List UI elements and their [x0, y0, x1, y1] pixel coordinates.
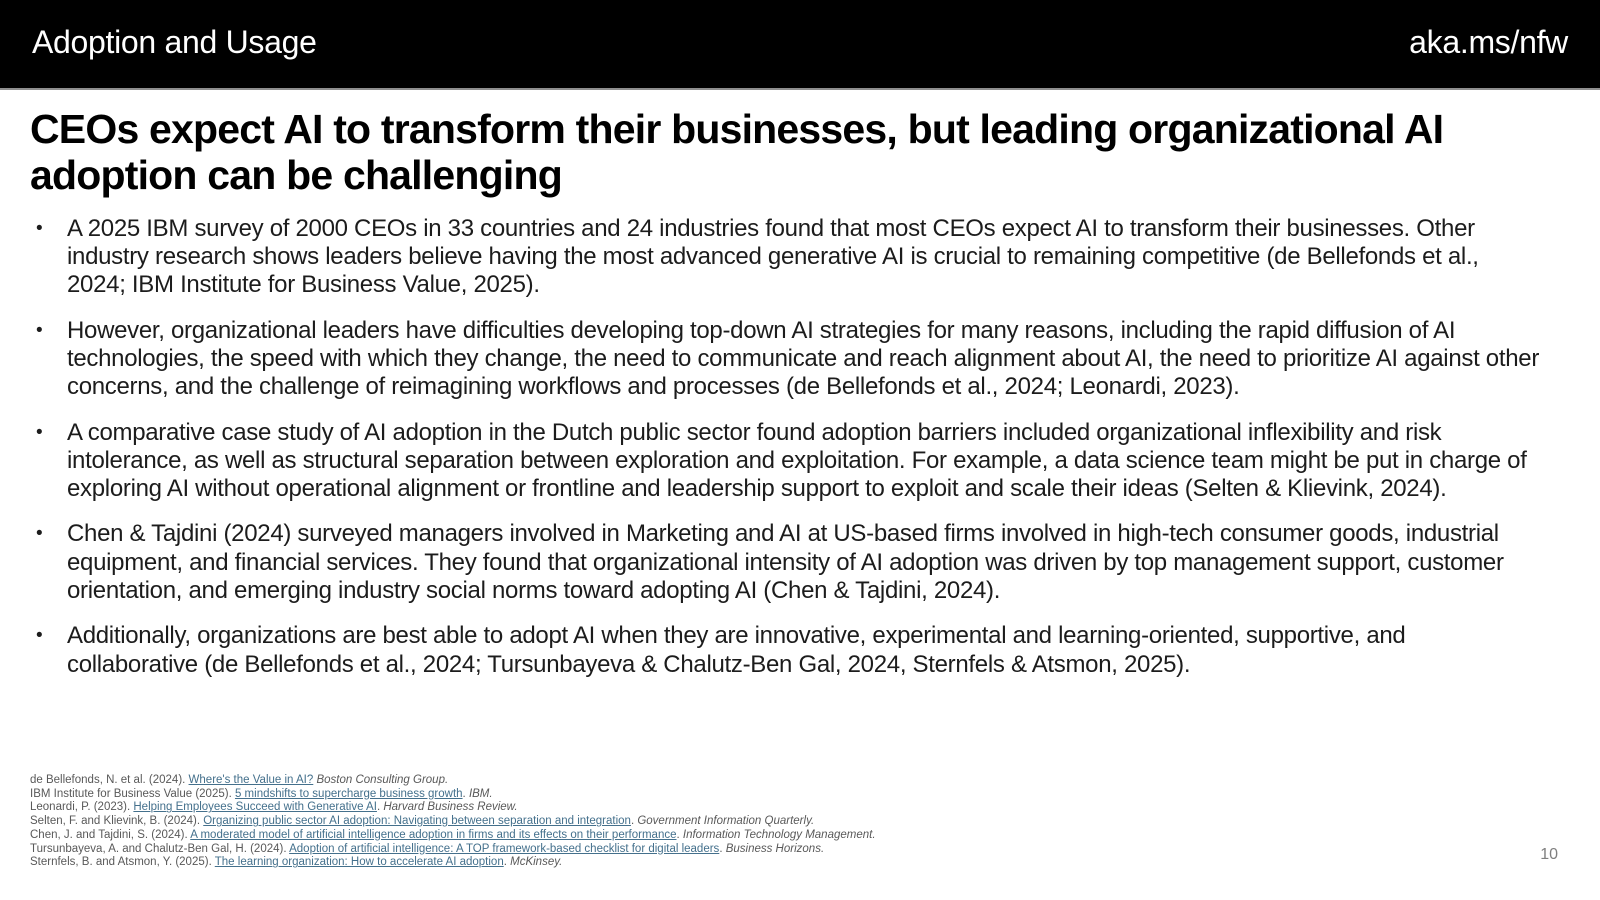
citation-line: Selten, F. and Klievink, B. (2024). Orga…	[30, 815, 1480, 829]
bullet-item: • Additionally, organizations are best a…	[30, 622, 1542, 679]
citation-text: IBM Institute for Business Value (2025).	[30, 787, 235, 800]
citation-line: IBM Institute for Business Value (2025).…	[30, 788, 1480, 802]
citation-source: Boston Consulting Group.	[316, 774, 449, 787]
citation-text: Selten, F. and Klievink, B. (2024).	[30, 815, 204, 828]
citation-link[interactable]: A moderated model of artificial intellig…	[190, 828, 677, 841]
bullet-text: Chen & Tajdini (2024) surveyed managers …	[67, 520, 1504, 605]
citation-source: IBM.	[468, 787, 493, 800]
citation-separator: .	[376, 801, 384, 814]
citations: de Bellefonds, N. et al. (2024). Where's…	[30, 774, 1480, 870]
header-aka-link[interactable]: aka.ms/nfw	[1409, 23, 1568, 60]
citation-separator: .	[462, 787, 469, 800]
citation-line: de Bellefonds, N. et al. (2024). Where's…	[30, 774, 1480, 788]
slide-content: CEOs expect AI to transform their busine…	[30, 106, 1542, 696]
citation-link[interactable]: Adoption of artificial intelligence: A T…	[289, 842, 720, 855]
citation-link[interactable]: The learning organization: How to accele…	[214, 856, 504, 869]
citation-link[interactable]: 5 mindshifts to supercharge business gro…	[234, 787, 463, 800]
citation-source: Business Horizons.	[725, 842, 825, 855]
bullet-icon: •	[36, 523, 43, 545]
bullet-list: • A 2025 IBM survey of 2000 CEOs in 33 c…	[30, 215, 1542, 679]
section-title: Adoption and Usage	[32, 23, 317, 60]
slide-title: CEOs expect AI to transform their busine…	[30, 106, 1444, 199]
bullet-icon: •	[36, 217, 43, 239]
citation-source: Harvard Business Review.	[383, 801, 518, 814]
citation-separator: .	[676, 828, 683, 841]
citation-line: Leonardi, P. (2023). Helping Employees S…	[30, 801, 1480, 815]
citation-text: Chen, J. and Tajdini, S. (2024).	[30, 828, 191, 841]
bullet-icon: •	[36, 319, 43, 341]
citation-text: de Bellefonds, N. et al. (2024).	[30, 774, 189, 787]
bullet-item: • A comparative case study of AI adoptio…	[30, 419, 1542, 504]
bullet-icon: •	[36, 421, 43, 443]
citation-line: Chen, J. and Tajdini, S. (2024). A moder…	[30, 829, 1480, 843]
bullet-icon: •	[36, 625, 43, 647]
bullet-text: A comparative case study of AI adoption …	[67, 418, 1527, 503]
citation-link[interactable]: Helping Employees Succeed with Generativ…	[133, 801, 377, 814]
citation-separator: .	[719, 842, 726, 855]
header-bar: Adoption and Usage aka.ms/nfw	[0, 0, 1600, 90]
bullet-item: • A 2025 IBM survey of 2000 CEOs in 33 c…	[30, 215, 1542, 300]
citation-separator: .	[503, 856, 511, 869]
bullet-item: • However, organizational leaders have d…	[30, 317, 1542, 402]
citation-source: Government Information Quarterly.	[637, 815, 815, 828]
bullet-item: • Chen & Tajdini (2024) surveyed manager…	[30, 520, 1542, 605]
citation-text: Tursunbayeva, A. and Chalutz-Ben Gal, H.…	[30, 842, 290, 855]
citation-separator: .	[630, 815, 638, 828]
citation-line: Tursunbayeva, A. and Chalutz-Ben Gal, H.…	[30, 843, 1480, 857]
citation-line: Sternfels, B. and Atsmon, Y. (2025). The…	[30, 856, 1480, 870]
citation-source: Information Technology Management.	[682, 828, 876, 841]
page-number: 10	[1540, 846, 1558, 863]
citation-source: McKinsey.	[510, 856, 563, 869]
citation-text: Leonardi, P. (2023).	[30, 801, 134, 814]
citation-link[interactable]: Where's the Value in AI?	[188, 774, 314, 787]
citation-text: Sternfels, B. and Atsmon, Y. (2025).	[30, 856, 215, 869]
bullet-text: A 2025 IBM survey of 2000 CEOs in 33 cou…	[67, 214, 1479, 299]
citation-link[interactable]: Organizing public sector AI adoption: Na…	[203, 815, 631, 828]
bullet-text: Additionally, organizations are best abl…	[67, 622, 1406, 678]
bullet-text: However, organizational leaders have dif…	[67, 316, 1540, 401]
